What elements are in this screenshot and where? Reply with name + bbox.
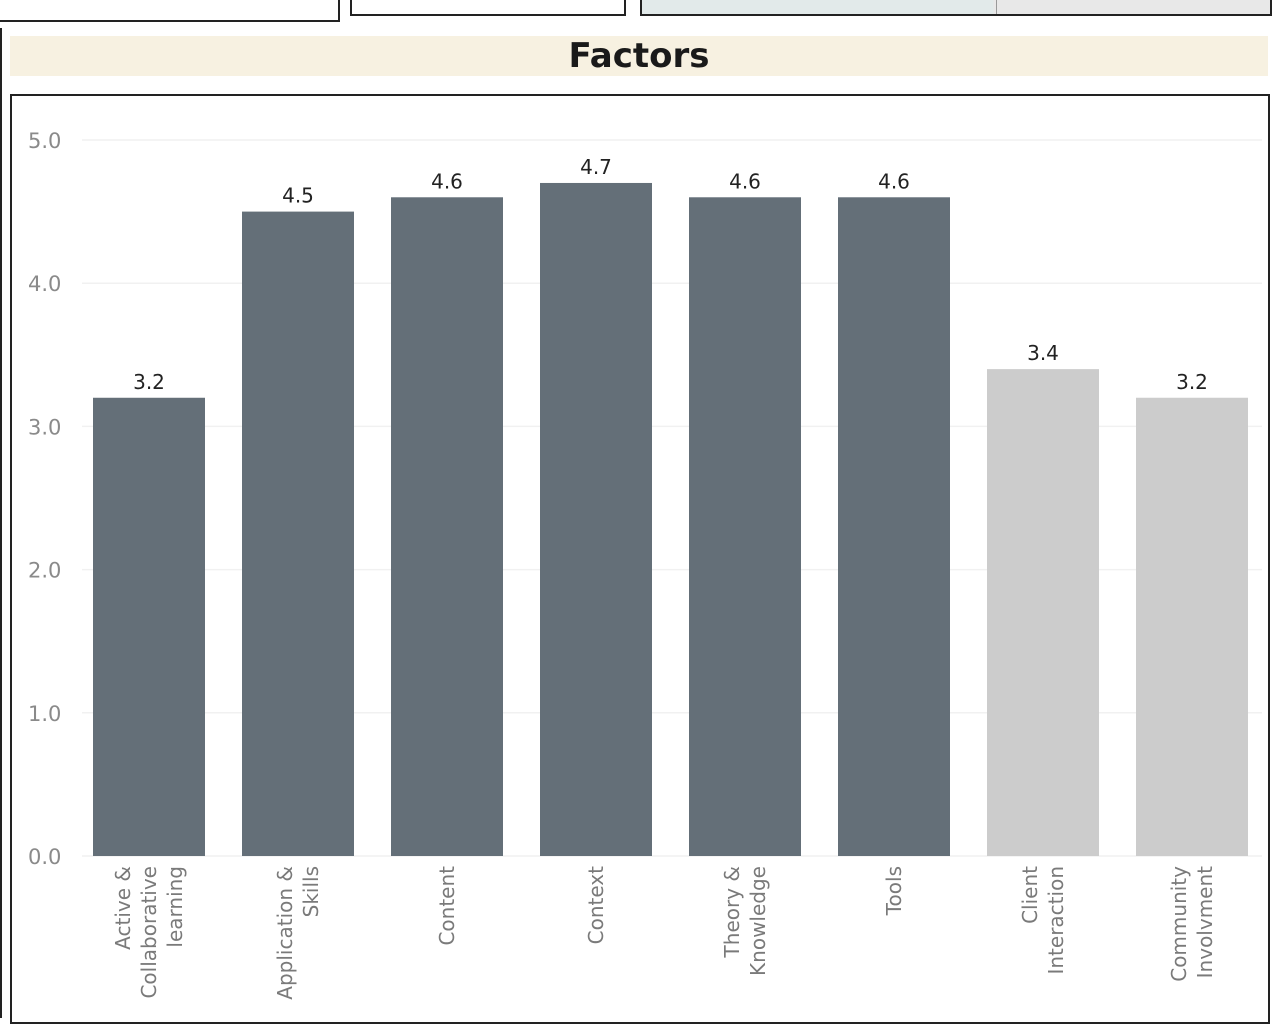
x-tick-label-line: Content bbox=[435, 866, 459, 946]
x-tick-label-line: Collaborative bbox=[137, 866, 161, 999]
chart-title: Factors bbox=[568, 36, 710, 76]
top-panel-divider bbox=[996, 0, 997, 14]
x-tick-label-line: Context bbox=[584, 866, 608, 945]
bar-layer bbox=[93, 182, 1248, 857]
y-tick-label: 4.0 bbox=[28, 272, 61, 296]
x-axis: Active & Collaborative learning Application… bbox=[111, 866, 1217, 1000]
x-tick-label: Theory & Knowledge bbox=[720, 866, 770, 976]
x-tick-label: Community Involvment bbox=[1167, 866, 1217, 982]
x-tick-label-line: Interaction bbox=[1044, 866, 1068, 975]
x-tick-label: Tools bbox=[882, 866, 906, 916]
y-tick-label: 0.0 bbox=[28, 845, 61, 869]
x-tick-label: Content bbox=[435, 866, 459, 946]
dashboard-left-border bbox=[0, 28, 2, 1018]
data-label: 4.7 bbox=[580, 155, 612, 179]
x-tick-label-line: Skills bbox=[299, 866, 323, 917]
data-label: 4.6 bbox=[729, 169, 761, 193]
x-tick-label-line: Client bbox=[1018, 866, 1042, 924]
x-tick-label-line: Involvment bbox=[1193, 866, 1217, 979]
x-tick-label: Application & Skills bbox=[273, 866, 323, 1000]
data-label: 3.4 bbox=[1027, 341, 1059, 365]
x-tick-label-line: Active & bbox=[111, 866, 135, 950]
bar[interactable] bbox=[838, 197, 950, 856]
bar[interactable] bbox=[93, 397, 205, 856]
top-panel-middle bbox=[350, 0, 626, 16]
bar[interactable] bbox=[540, 182, 652, 857]
x-tick-label-line: Community bbox=[1167, 866, 1191, 982]
x-tick-label-line: Application & bbox=[273, 866, 297, 1000]
bar[interactable] bbox=[987, 369, 1099, 856]
data-label: 4.6 bbox=[878, 169, 910, 193]
top-panel-left bbox=[0, 0, 340, 22]
data-label: 3.2 bbox=[133, 370, 165, 394]
bar[interactable] bbox=[1136, 397, 1248, 856]
x-tick-label: Client Interaction bbox=[1018, 866, 1068, 975]
y-tick-label: 3.0 bbox=[28, 415, 61, 439]
y-tick-label: 2.0 bbox=[28, 559, 61, 583]
x-tick-label-line: Knowledge bbox=[746, 866, 770, 976]
value-labels: 3.2 4.5 4.6 4.7 4.6 4.6 3.4 3.2 bbox=[133, 155, 1208, 394]
bar[interactable] bbox=[242, 211, 354, 857]
x-tick-label-line: Tools bbox=[882, 866, 906, 916]
x-tick-label-line: Theory & bbox=[720, 866, 744, 958]
chart-title-bar: Factors bbox=[10, 36, 1268, 76]
bar-chart: 0.0 1.0 2.0 3.0 4.0 5.0 3.2 4.5 4.6 4.7 4.6 4.6 3.4… bbox=[28, 129, 1262, 1000]
data-label: 4.5 bbox=[282, 184, 314, 208]
x-tick-label: Active & Collaborative learning bbox=[111, 866, 187, 999]
y-tick-label: 1.0 bbox=[28, 702, 61, 726]
x-tick-label-line: learning bbox=[163, 866, 187, 948]
y-axis: 0.0 1.0 2.0 3.0 4.0 5.0 bbox=[28, 129, 61, 869]
chart-frame: 0.0 1.0 2.0 3.0 4.0 5.0 3.2 4.5 4.6 4.7 4.6 4.6 3.4… bbox=[10, 94, 1270, 1024]
bar[interactable] bbox=[689, 197, 801, 856]
y-tick-label: 5.0 bbox=[28, 129, 61, 153]
data-label: 3.2 bbox=[1176, 370, 1208, 394]
top-panel-right bbox=[640, 0, 1272, 16]
bar[interactable] bbox=[391, 197, 503, 856]
x-tick-label: Context bbox=[584, 866, 608, 945]
data-label: 4.6 bbox=[431, 169, 463, 193]
